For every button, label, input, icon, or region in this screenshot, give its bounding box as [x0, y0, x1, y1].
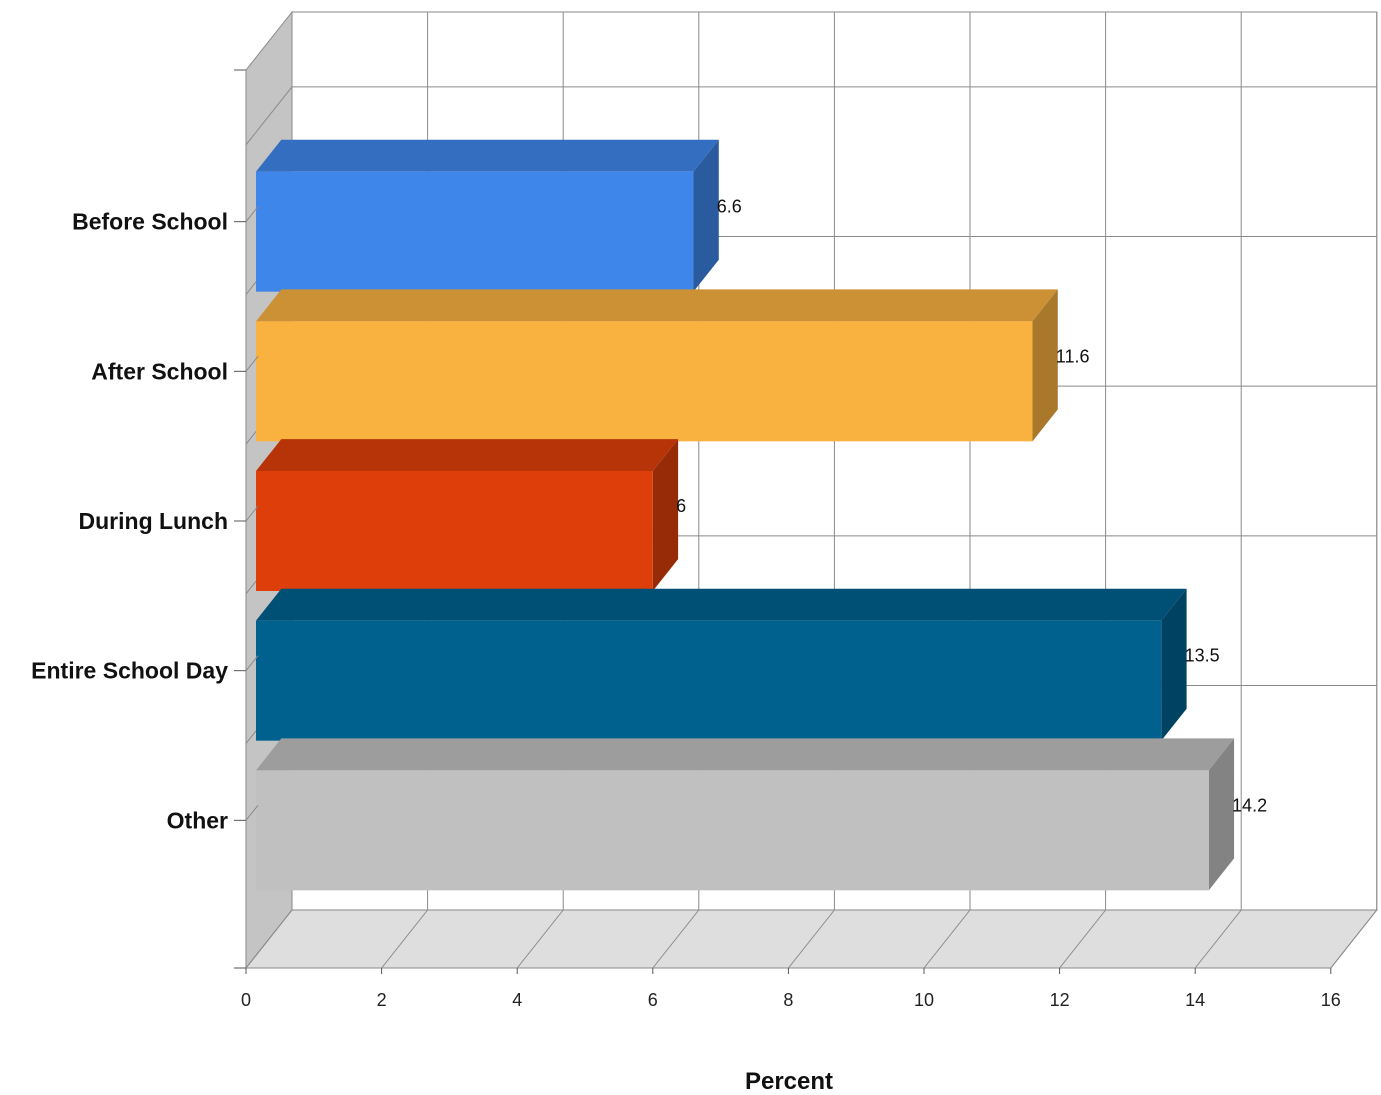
bar: 14.2	[256, 738, 1267, 891]
bar-front	[256, 321, 1033, 442]
data-label: 13.5	[1185, 646, 1220, 666]
category-label: Entire School Day	[31, 658, 228, 684]
bar-front	[256, 171, 694, 292]
data-label: 6.6	[717, 197, 742, 217]
bar: 11.6	[256, 289, 1090, 442]
floor-gridline	[788, 909, 835, 969]
floor-gridline	[1194, 909, 1242, 969]
x-axis-title: Percent	[745, 1068, 833, 1095]
floor-gridline	[245, 909, 293, 969]
bar-front	[256, 620, 1162, 741]
x-tick-label: 2	[377, 990, 387, 1010]
category-label: During Lunch	[79, 508, 228, 534]
x-tick-label: 6	[648, 990, 658, 1010]
chart-axes: 0 2 4 6 8 10 12 14 16 Before School After School Du…	[31, 69, 1341, 1010]
bar-side	[652, 439, 679, 591]
x-tick-label: 14	[1185, 990, 1205, 1010]
wall-gridline	[245, 86, 293, 146]
bar-top	[256, 289, 1058, 322]
floor-gridline	[381, 909, 428, 969]
y-tick-depth	[245, 505, 259, 522]
bar: 6.6	[256, 139, 742, 292]
bar-top	[256, 738, 1235, 771]
bar-side	[693, 139, 719, 292]
floor-gridline	[1059, 909, 1106, 969]
floor-gridline	[923, 909, 971, 969]
y-tick-depth	[245, 805, 259, 821]
x-tick-label: 0	[241, 990, 251, 1010]
category-label: Before School	[72, 209, 228, 235]
bar-top	[256, 139, 719, 172]
floor-gridline	[1330, 909, 1378, 969]
bar: 13.5	[256, 588, 1220, 741]
bar-front	[256, 770, 1209, 891]
y-tick-depth	[245, 655, 259, 671]
bar-side	[1032, 289, 1058, 442]
chart-bars: 6.6 11.6 6 13.5 14.2	[256, 139, 1267, 891]
floor-gridline	[652, 909, 700, 969]
data-label: 11.6	[1056, 346, 1090, 366]
x-tick-label: 12	[1050, 990, 1070, 1010]
bar-top	[256, 588, 1187, 621]
y-tick-depth	[245, 356, 259, 372]
x-tick-label: 16	[1321, 990, 1341, 1010]
bar-side	[1208, 738, 1235, 891]
x-tick-label: 8	[783, 990, 793, 1010]
category-label: Other	[167, 807, 228, 833]
bar-front	[256, 471, 653, 591]
x-tick-label: 10	[914, 990, 934, 1010]
x-tick-label: 4	[512, 990, 522, 1010]
data-label: 14.2	[1232, 795, 1267, 815]
bar-side	[1161, 588, 1187, 741]
y-tick-depth	[245, 206, 259, 222]
bar-top	[256, 439, 679, 471]
data-label: 6	[676, 496, 686, 516]
floor-gridline	[516, 909, 564, 969]
category-label: After School	[91, 358, 228, 384]
bar: 6	[256, 439, 686, 591]
